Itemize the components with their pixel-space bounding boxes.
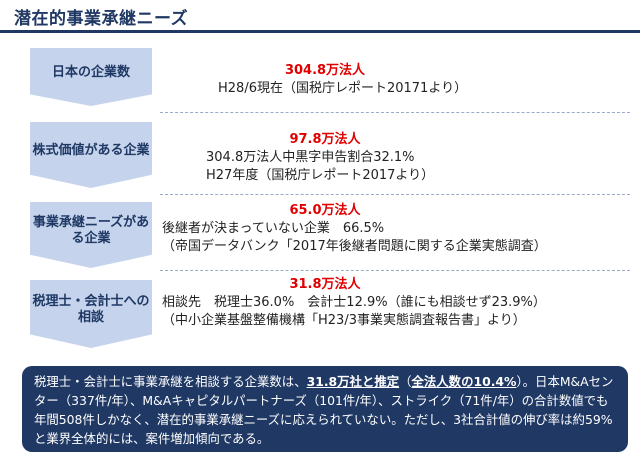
chevron-company-count: 日本の企業数	[30, 48, 152, 106]
summary-text: 税理士・会計士に事業承継を相談する企業数は、	[34, 374, 307, 389]
title-rule	[0, 30, 640, 33]
row-line: 後継者が決まっていない企業 66.5%	[162, 221, 385, 236]
row-advisor-consultation: 31.8万法人 相談先 税理士36.0% 会計士12.9%（誰にも相談せず23.…	[160, 276, 630, 330]
summary-box: 税理士・会計士に事業承継を相談する企業数は、31.8万社と推定（全法人数の10.…	[22, 366, 628, 452]
row-divider	[160, 270, 630, 271]
summary-ratio: 全法人数の10.4%	[411, 374, 517, 389]
row-line: （帝国データバンク「2017年後継者問題に関する企業実態調査）	[162, 239, 547, 254]
chevron-label: 株式価値がある企業	[32, 143, 150, 158]
row-line: 304.8万法人中黒字申告割合32.1%	[206, 150, 415, 165]
row-succession-needs: 65.0万法人 後継者が決まっていない企業 66.5% （帝国データバンク「20…	[160, 202, 630, 256]
row-line: H27年度（国税庁レポート2017より）	[206, 168, 435, 183]
row-divider	[160, 194, 630, 195]
row-company-count: 304.8万法人 H28/6現在（国税庁レポート20171より）	[160, 62, 630, 98]
page-title: 潜在的事業承継ニーズ	[14, 9, 189, 29]
summary-estimate: 31.8万社と推定	[306, 374, 400, 389]
chevron-label: 税理士・会計士への相談	[32, 294, 150, 325]
row-amount: 65.0万法人	[289, 203, 361, 218]
row-line: （中小企業基盤整備機構「H23/3事業実態調査報告書」より）	[162, 313, 526, 328]
row-line: H28/6現在（国税庁レポート20171より）	[218, 81, 468, 96]
row-amount: 31.8万法人	[289, 277, 361, 292]
row-amount: 304.8万法人	[284, 63, 366, 78]
row-valuable-companies: 97.8万法人 304.8万法人中黒字申告割合32.1% H27年度（国税庁レポ…	[160, 131, 630, 185]
chevron-valuable-companies: 株式価値がある企業	[30, 122, 152, 188]
chevron-label: 事業承継ニーズがある企業	[32, 215, 150, 246]
row-divider	[160, 112, 630, 113]
summary-text-rest: ）。日本M&Aセンター（337件/年）、M&Aキャピタルパートナーズ（101件/…	[34, 374, 614, 446]
summary-paren: （	[399, 374, 412, 389]
row-line: 相談先 税理士36.0% 会計士12.9%（誰にも相談せず23.9%）	[162, 295, 546, 310]
chevron-label: 日本の企業数	[51, 65, 130, 80]
row-amount: 97.8万法人	[289, 132, 361, 147]
chevron-advisor-consultation: 税理士・会計士への相談	[30, 280, 152, 348]
chevron-succession-needs: 事業承継ニーズがある企業	[30, 202, 152, 268]
